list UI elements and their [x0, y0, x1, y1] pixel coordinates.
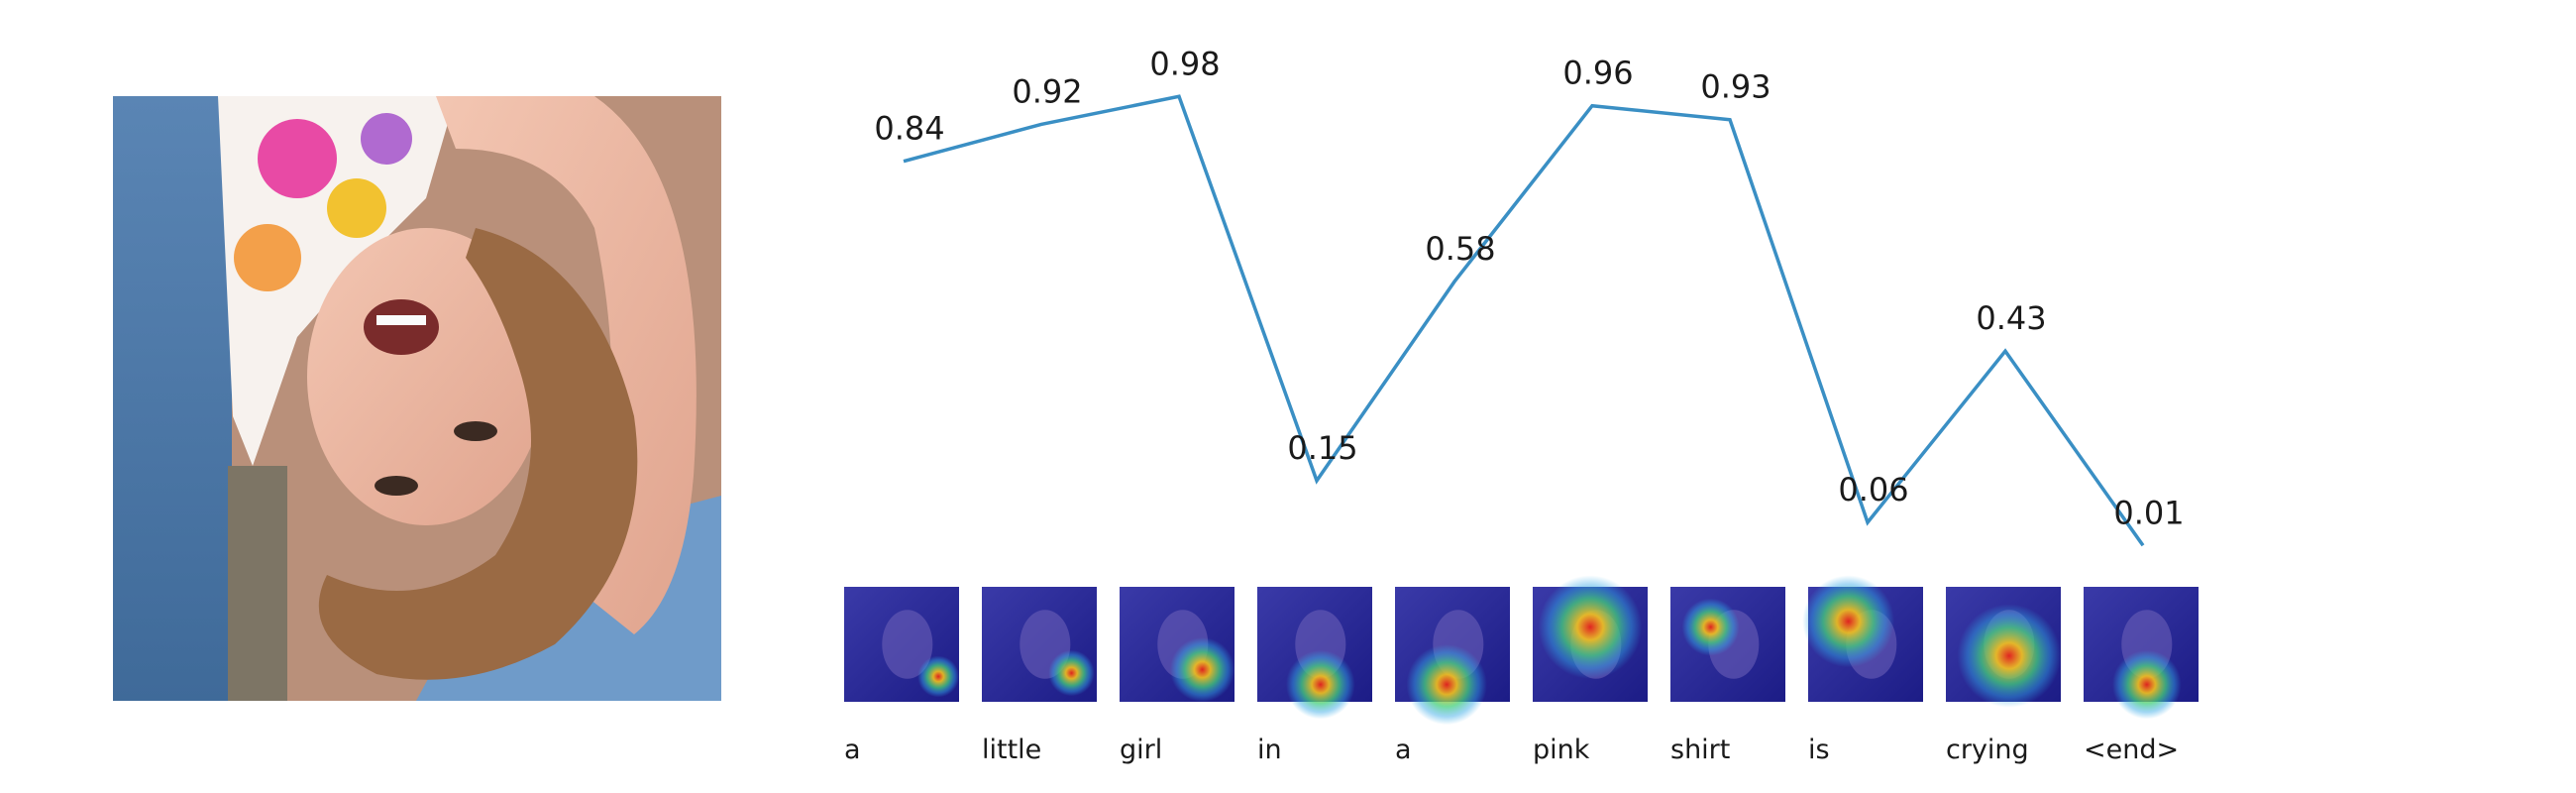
main-photo [113, 96, 721, 701]
data-label: 0.84 [874, 110, 944, 148]
attention-map-thumbnail [844, 587, 959, 702]
word-label: girl [1120, 735, 1162, 765]
word-label: shirt [1670, 735, 1730, 765]
word-label: crying [1946, 735, 2029, 765]
data-label: 0.96 [1562, 55, 1633, 92]
attention-maps [844, 575, 2199, 726]
data-label: 0.01 [2113, 494, 2184, 531]
word-label: a [1395, 735, 1412, 765]
series-line [903, 94, 2145, 547]
word-label: is [1808, 735, 1830, 765]
attention-map-thumbnail [1802, 575, 1923, 702]
word-label: in [1257, 735, 1282, 765]
word-label: <end> [2084, 735, 2179, 765]
data-label: 0.06 [1838, 471, 1908, 509]
data-label: 0.98 [1149, 45, 1220, 82]
word-label: little [982, 735, 1041, 765]
attention-map-thumbnail [1946, 587, 2061, 708]
attention-map-thumbnail [1257, 587, 1372, 720]
data-label: 0.58 [1425, 230, 1495, 268]
attention-map-thumbnail [1395, 587, 1510, 726]
attention-map-thumbnail [1670, 587, 1785, 702]
word-label: a [844, 735, 861, 765]
attention-map-thumbnail [1533, 575, 1648, 702]
word-label: pink [1533, 735, 1590, 765]
data-label: 0.43 [1976, 299, 2046, 337]
data-label: 0.15 [1287, 429, 1357, 467]
attention-map-thumbnail [982, 587, 1097, 702]
attention-map-thumbnail [1120, 587, 1234, 703]
data-labels: 0.84 0.92 0.98 0.15 0.58 0.96 0.93 0.06 0.43 0.01 [874, 45, 2184, 531]
attention-map-thumbnail [2084, 587, 2199, 720]
data-label: 0.93 [1700, 68, 1771, 106]
data-label: 0.92 [1012, 72, 1082, 110]
word-labels: a little girl in a pink shirt is crying <end> [844, 735, 2179, 765]
